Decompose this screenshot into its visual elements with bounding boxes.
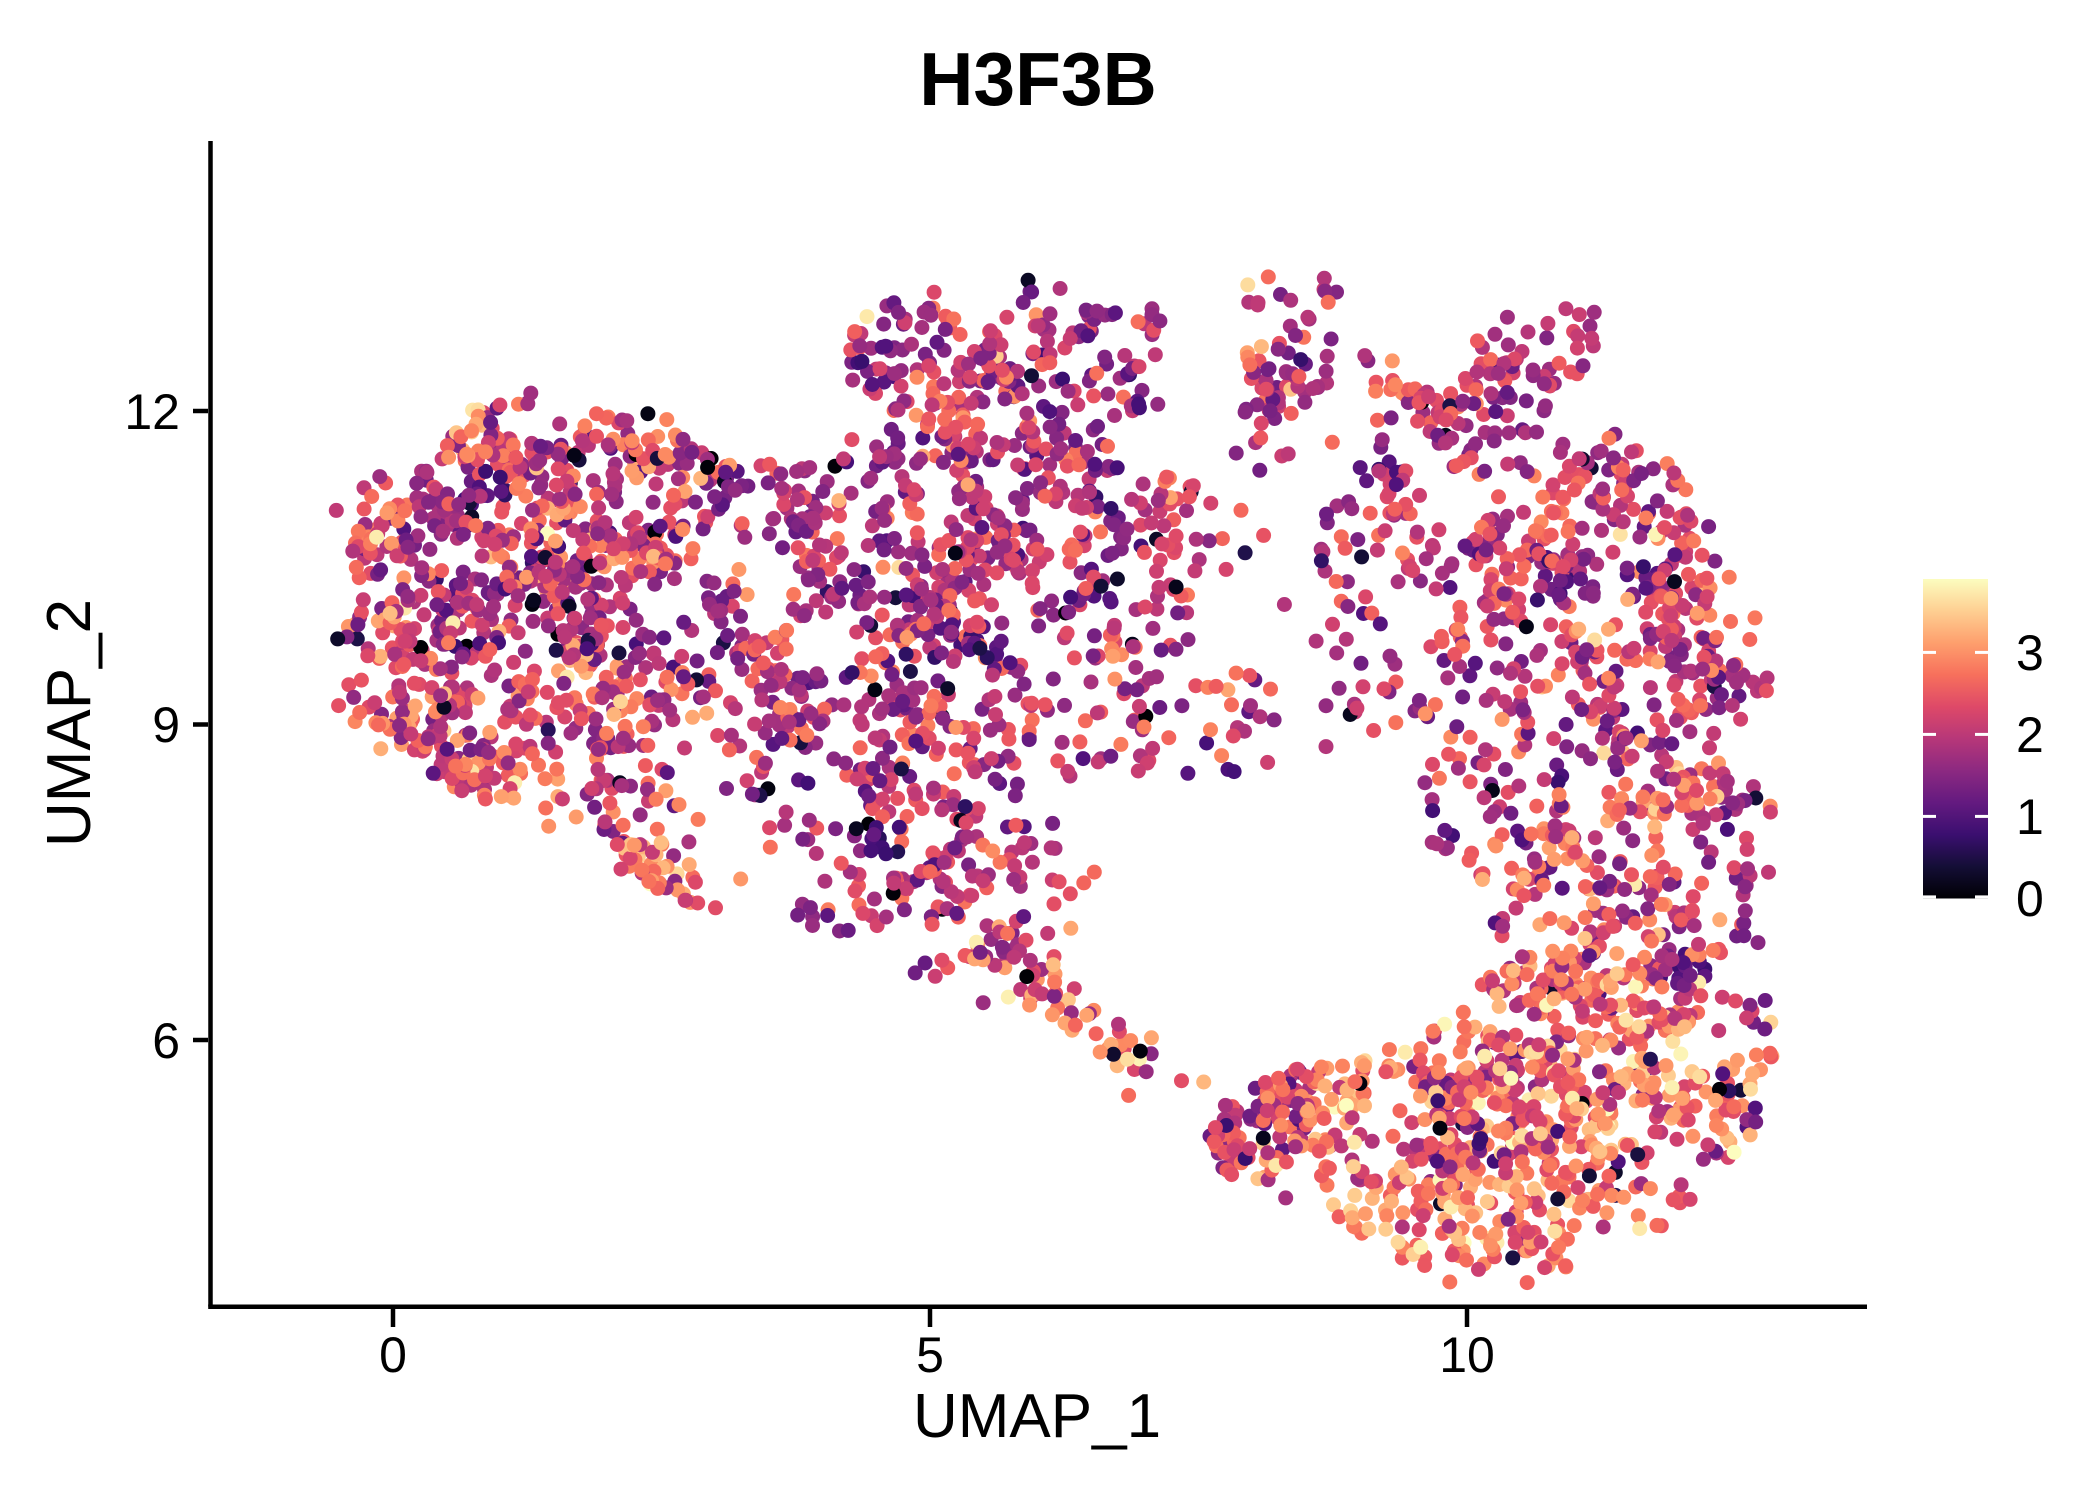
svg-text:3: 3: [2016, 625, 2044, 681]
svg-text:H3F3B: H3F3B: [919, 37, 1157, 121]
svg-text:UMAP_1: UMAP_1: [913, 1382, 1161, 1451]
svg-text:6: 6: [152, 1013, 180, 1069]
svg-text:0: 0: [2016, 871, 2044, 927]
svg-text:0: 0: [379, 1327, 407, 1383]
svg-text:UMAP_2: UMAP_2: [35, 599, 104, 847]
svg-text:1: 1: [2016, 789, 2044, 845]
svg-text:9: 9: [152, 697, 180, 753]
svg-text:12: 12: [124, 384, 180, 440]
svg-text:2: 2: [2016, 707, 2044, 763]
svg-text:5: 5: [916, 1327, 944, 1383]
svg-text:10: 10: [1439, 1327, 1495, 1383]
